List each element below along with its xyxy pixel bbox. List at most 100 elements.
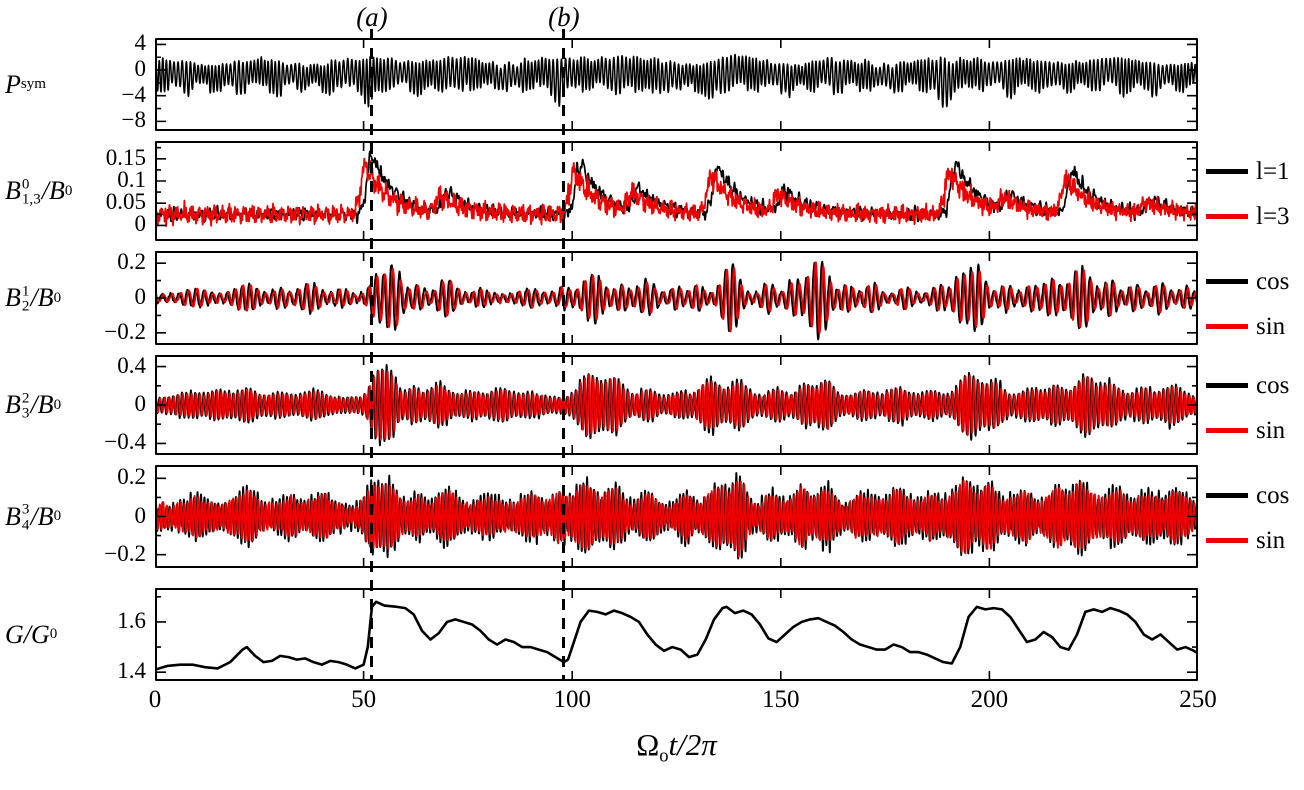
- y-tick-label: 1.6: [117, 607, 146, 633]
- legend-item-sin: sin: [1206, 314, 1285, 339]
- legend-label: sin: [1256, 417, 1286, 444]
- x-tick-label: 150: [762, 686, 800, 713]
- y-tick-label: −0.4: [104, 429, 146, 455]
- ylabel-slash: /: [30, 501, 38, 531]
- x-axis-title-symbol-sub: o: [659, 745, 669, 767]
- legend-item-sin: sin: [1206, 528, 1285, 553]
- panel-B4_3_over_B0-plot: [155, 465, 1198, 568]
- panel-B3_2_over_B0: [155, 355, 1198, 455]
- legend-item-cos: cos: [1206, 269, 1289, 294]
- y-tick-label: 0.4: [117, 352, 146, 378]
- y-tick-label: 0.2: [117, 464, 146, 490]
- x-axis-title-variable: t/2π: [668, 727, 717, 762]
- x-tick-label: 200: [970, 686, 1009, 713]
- panel-B2_1_over_B0-plot: [155, 251, 1198, 345]
- ylabel-scripts: 0 1,3: [21, 176, 41, 208]
- legend-item-l-3: l=3: [1206, 204, 1290, 229]
- ylabel-subscript: 2: [21, 298, 30, 315]
- ylabel-slash: /: [23, 619, 32, 649]
- y-tick-label: 1.4: [117, 658, 146, 684]
- panel-G_over_G0-ylabel: G / G 0: [5, 588, 135, 681]
- legend-label: cos: [1256, 372, 1290, 399]
- legend-line-swatch: [1206, 493, 1248, 498]
- legend-label: cos: [1256, 268, 1290, 295]
- ylabel-superscript: 1: [21, 283, 30, 300]
- ylabel-slash: /: [30, 283, 38, 312]
- x-axis-title-symbol: Ω: [636, 727, 660, 762]
- panel-B13_over_B0: [155, 141, 1198, 241]
- legend-label: sin: [1256, 313, 1286, 340]
- legend-item-l-1: l=1: [1206, 159, 1290, 184]
- x-tick-label: 250: [1179, 686, 1217, 713]
- panel-B2_1_over_B0: [155, 251, 1198, 345]
- ylabel-denominator: B: [37, 390, 54, 419]
- y-tick-label: 0: [134, 391, 147, 416]
- annotation-a: (a): [356, 2, 388, 32]
- event-line-b: [562, 29, 566, 681]
- ylabel-denominator-subscript: 0: [53, 508, 62, 524]
- ylabel-denominator-subscript: 0: [64, 182, 73, 199]
- ylabel-subscript: sym: [20, 76, 47, 92]
- legend-line-swatch: [1206, 169, 1248, 174]
- y-tick-label: 0.15: [105, 144, 146, 170]
- ylabel-denominator-subscript: 0: [53, 396, 62, 413]
- y-tick-label: 0.05: [105, 189, 146, 215]
- ylabel-denominator-subscript: 0: [49, 626, 58, 642]
- legend-line-swatch: [1206, 324, 1248, 329]
- ylabel-slash: /: [30, 390, 38, 419]
- x-axis-title: Ωot/2π: [155, 727, 1198, 768]
- ylabel-base: P: [5, 69, 21, 99]
- ylabel-base: B: [5, 176, 21, 205]
- legend-item-sin: sin: [1206, 418, 1285, 443]
- panel-B13_over_B0-plot: [155, 141, 1198, 241]
- ylabel-base: B: [5, 390, 21, 419]
- y-tick-label: −0.2: [104, 540, 146, 566]
- panel-B4_3_over_B0-ylabel: B 3 4/B 0: [5, 465, 135, 568]
- ylabel-denominator: G: [31, 619, 50, 649]
- legend-label: l=3: [1256, 203, 1290, 230]
- ylabel-base: B: [5, 283, 21, 312]
- panel-G_over_G0-plot: [155, 588, 1198, 681]
- legend-label: l=1: [1256, 158, 1290, 185]
- legend-label: cos: [1256, 482, 1290, 509]
- panel-P_sym-plot: [155, 38, 1198, 131]
- ylabel-superscript: 3: [21, 501, 30, 518]
- ylabel-denominator: B: [48, 176, 65, 205]
- x-tick-label: 50: [351, 686, 377, 713]
- panel-B4_3_over_B0: [155, 465, 1198, 568]
- x-tick-label: 0: [148, 686, 162, 713]
- ylabel-subscript: 3: [21, 405, 30, 422]
- legend-line-swatch: [1206, 538, 1248, 543]
- y-tick-label: 0.2: [117, 249, 146, 275]
- ylabel-superscript: 0: [21, 176, 30, 193]
- event-line-a: [370, 29, 374, 681]
- panel-B3_2_over_B0-plot: [155, 355, 1198, 455]
- y-tick-label: −4: [121, 81, 146, 107]
- legend-line-swatch: [1206, 214, 1248, 219]
- legend-line-swatch: [1206, 383, 1248, 388]
- legend-item-cos: cos: [1206, 373, 1289, 398]
- panel-P_sym: [155, 38, 1198, 131]
- ylabel-base: B: [5, 501, 21, 531]
- legend-line-swatch: [1206, 279, 1248, 284]
- panel-B13_over_B0-ylabel: B 0 1,3/B 0: [5, 141, 135, 241]
- y-tick-label: 0: [134, 56, 147, 82]
- panel-B2_1_over_B0-ylabel: B 1 2/B 0: [5, 251, 135, 345]
- legend-line-swatch: [1206, 428, 1248, 433]
- ylabel-base: G: [5, 619, 24, 649]
- y-tick-label: −0.2: [104, 318, 146, 344]
- panel-G_over_G0: [155, 588, 1198, 681]
- y-tick-label: 0: [134, 502, 147, 528]
- y-tick-label: 0.1: [117, 167, 146, 192]
- y-tick-label: 4: [134, 30, 147, 56]
- panel-B3_2_over_B0-ylabel: B 2 3/B 0: [5, 355, 135, 455]
- ylabel-subscript: 1,3: [21, 191, 41, 208]
- ylabel-superscript: 2: [21, 390, 30, 407]
- ylabel-slash: /: [41, 176, 49, 205]
- y-tick-label: 0: [134, 211, 147, 237]
